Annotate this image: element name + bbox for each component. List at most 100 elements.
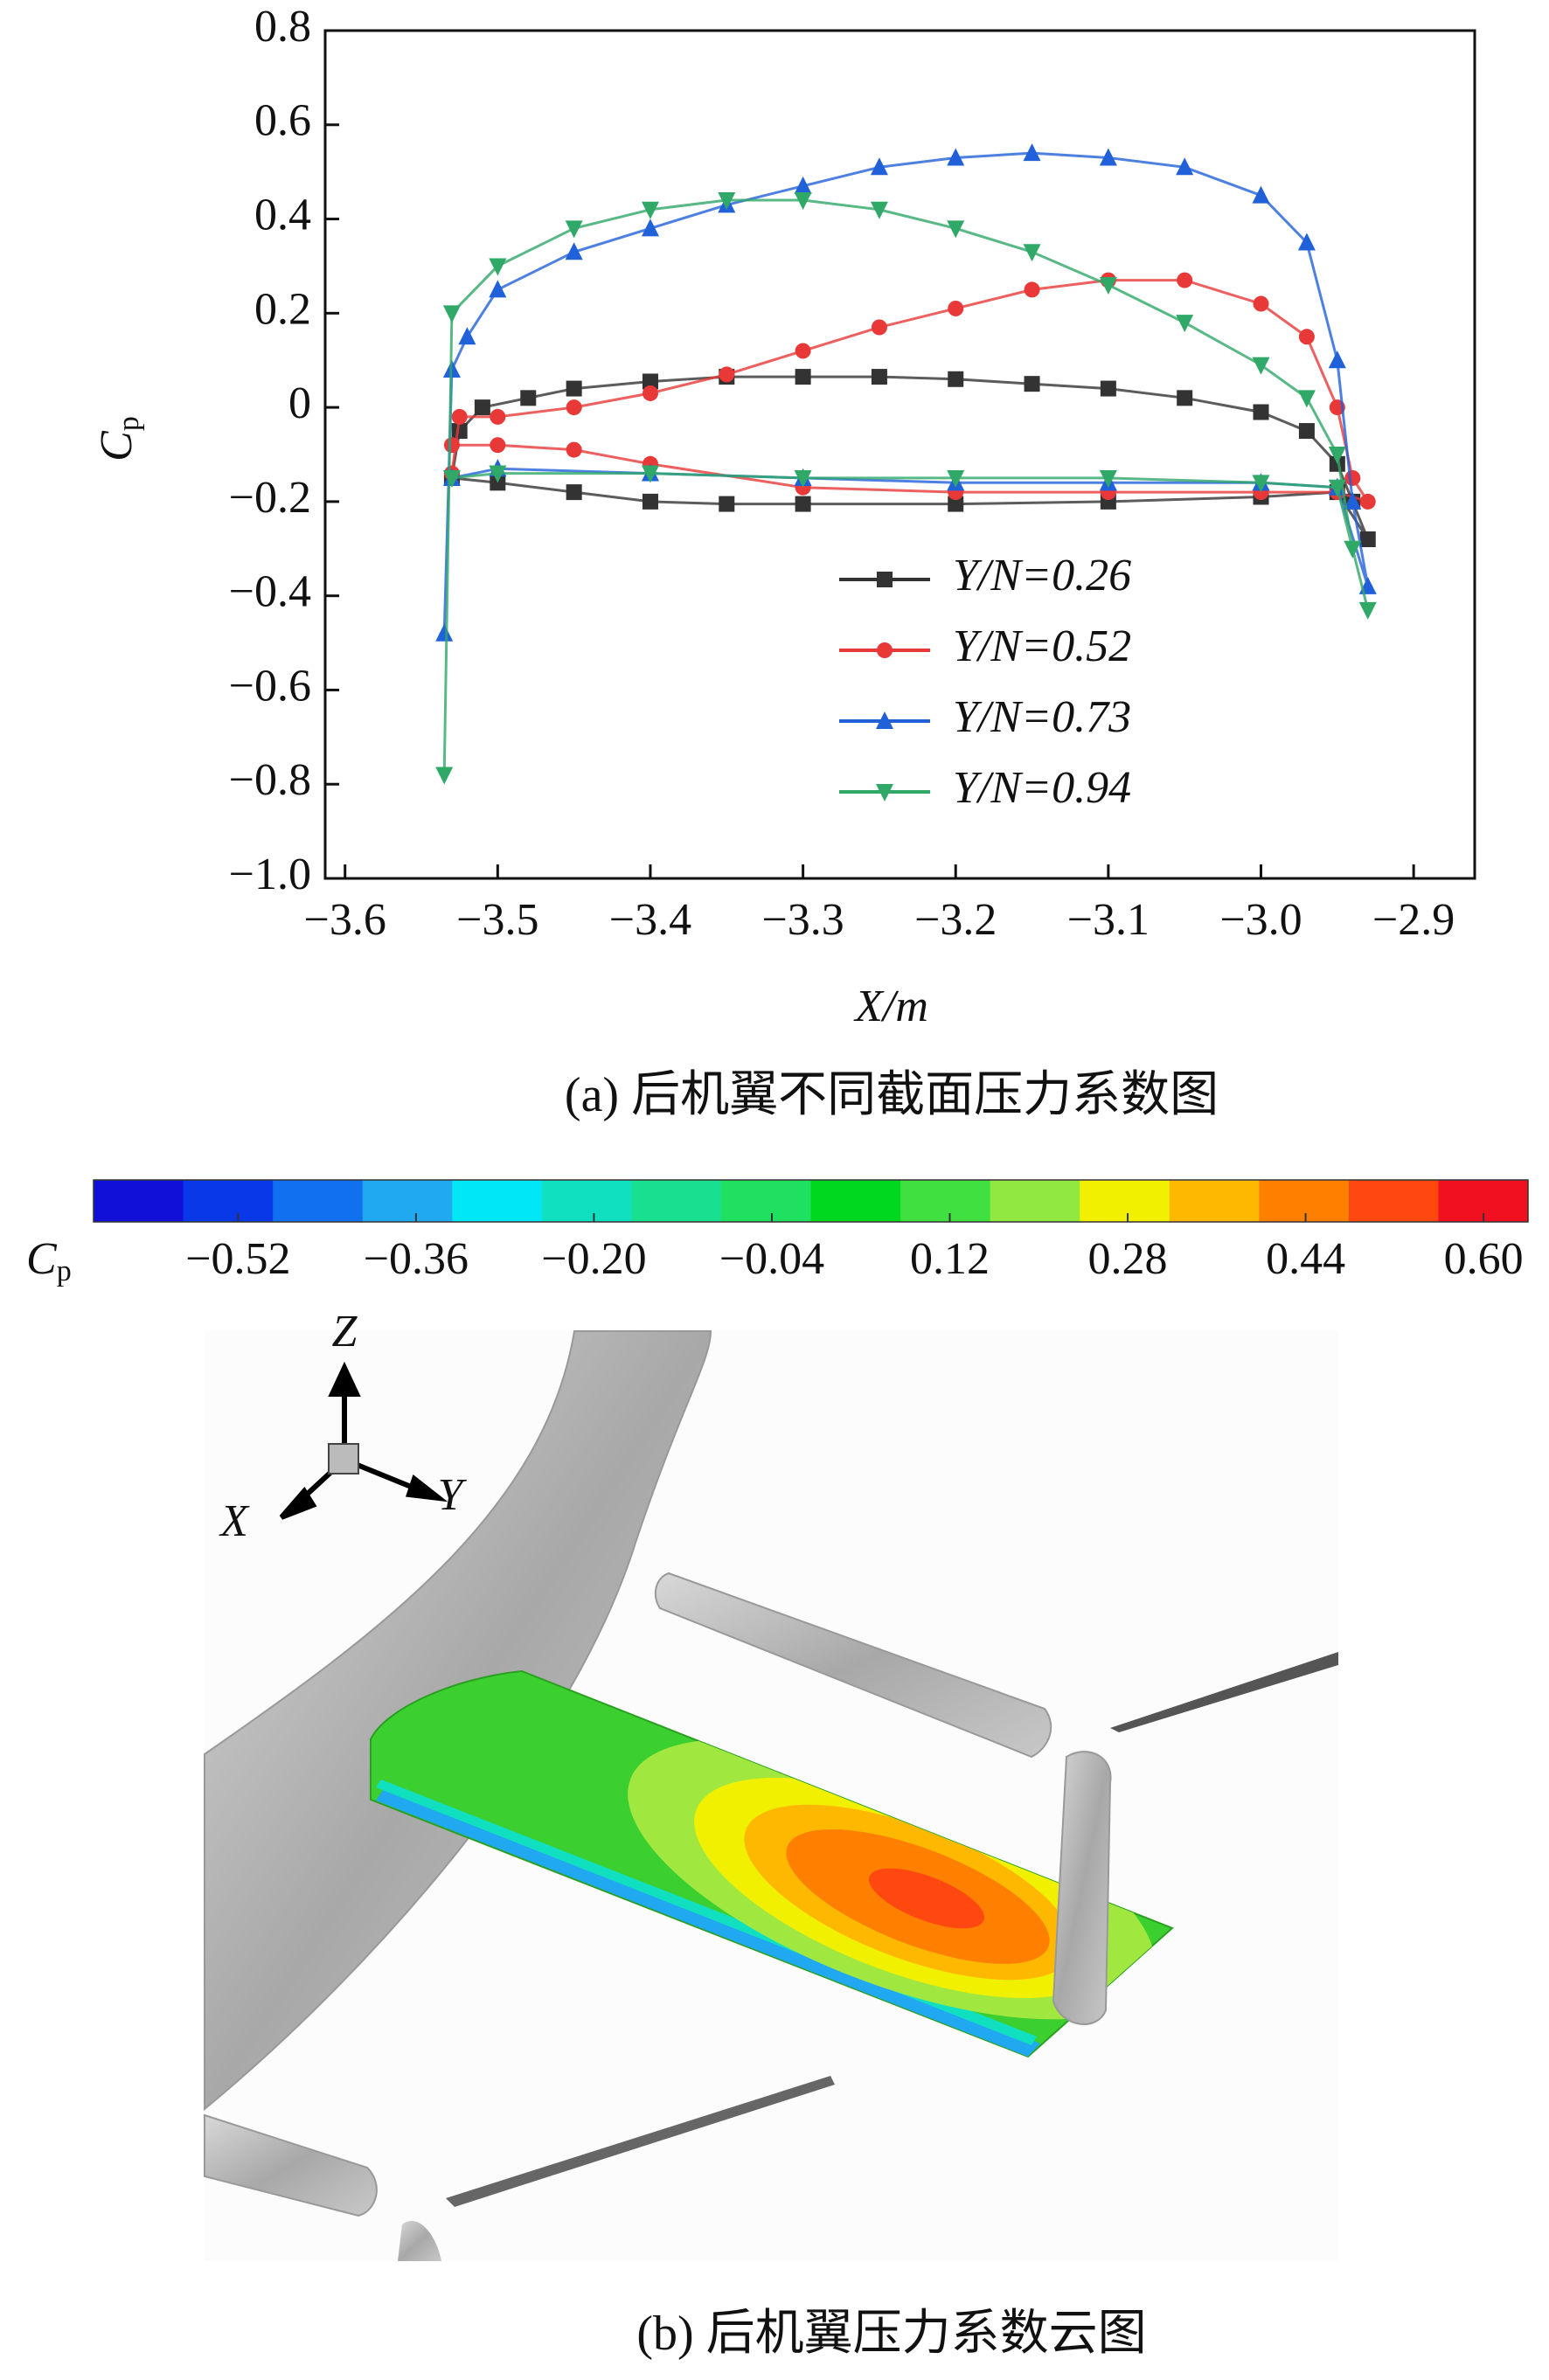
marker bbox=[435, 767, 454, 785]
contour-peak bbox=[869, 1868, 984, 1929]
x-tick-label: −3.2 bbox=[914, 895, 997, 945]
nacelle-vertical bbox=[1052, 1751, 1112, 2025]
triad-cube bbox=[328, 1443, 359, 1474]
legend-marker bbox=[877, 572, 893, 587]
colorbar-band bbox=[1348, 1180, 1439, 1222]
render-3d: Z X Y bbox=[204, 1307, 1338, 2261]
marker bbox=[443, 437, 460, 454]
legend-marker bbox=[877, 642, 893, 658]
marker bbox=[1344, 540, 1362, 559]
triad-z-head bbox=[328, 1361, 361, 1397]
legend-label: Y/N=0.73 bbox=[953, 692, 1131, 742]
marker bbox=[641, 219, 659, 237]
marker bbox=[566, 380, 582, 397]
series-line bbox=[450, 375, 1370, 540]
colorbar-band bbox=[273, 1180, 364, 1222]
axis-triad bbox=[279, 1361, 448, 1520]
marker bbox=[948, 371, 964, 387]
colorbar-label-symbol: C bbox=[26, 1234, 58, 1284]
marker bbox=[947, 220, 965, 239]
marker bbox=[795, 343, 811, 359]
series-line bbox=[442, 198, 1370, 775]
marker bbox=[1358, 601, 1377, 620]
colorbar-band bbox=[183, 1180, 274, 1222]
nacelle-lower bbox=[204, 2113, 378, 2217]
colorbar: −0.52 −0.36 −0.20 −0.04 0.12 0.28 0.44 0.60 bbox=[93, 1179, 1529, 1284]
marker bbox=[1176, 157, 1194, 176]
marker bbox=[1100, 380, 1116, 397]
contour-low bbox=[376, 1787, 1040, 2057]
marker bbox=[1344, 491, 1362, 510]
axis-label-z: Z bbox=[332, 1307, 358, 1357]
legend-label: Y/N=0.26 bbox=[953, 551, 1131, 600]
marker bbox=[1253, 404, 1269, 420]
marker bbox=[1176, 315, 1194, 333]
marker bbox=[718, 192, 736, 210]
colorbar-band bbox=[541, 1180, 632, 1222]
marker bbox=[795, 369, 811, 385]
marker bbox=[947, 148, 965, 166]
marker bbox=[1344, 469, 1361, 486]
marker bbox=[1359, 493, 1376, 510]
y-tick-label: −0.2 bbox=[229, 473, 311, 523]
x-tick-label: −3.4 bbox=[609, 895, 691, 945]
marker bbox=[1177, 390, 1193, 406]
marker bbox=[442, 305, 461, 323]
marker bbox=[795, 496, 811, 512]
legend-marker bbox=[876, 784, 893, 801]
series-line bbox=[450, 279, 1372, 504]
marker bbox=[566, 399, 582, 416]
y-tick-label: −0.6 bbox=[229, 661, 311, 711]
hub-lower bbox=[398, 2220, 441, 2261]
x-tick-label: −2.9 bbox=[1372, 895, 1455, 945]
y-tick-label: 0.4 bbox=[254, 190, 311, 239]
nacelle bbox=[654, 1572, 1052, 1759]
y-tick-label: −0.4 bbox=[229, 567, 311, 617]
x-axis-label: X/m bbox=[853, 982, 928, 1031]
colorbar-band bbox=[94, 1180, 184, 1222]
marker bbox=[1359, 531, 1376, 547]
marker bbox=[1328, 447, 1346, 464]
x-tick-label: −3.1 bbox=[1067, 895, 1150, 945]
marker bbox=[1099, 277, 1117, 295]
colorbar-tick-label: −0.20 bbox=[541, 1234, 646, 1284]
colorbar-tick-label: −0.52 bbox=[185, 1234, 290, 1284]
colorbar-band bbox=[720, 1180, 811, 1222]
marker bbox=[1099, 469, 1117, 488]
marker bbox=[871, 319, 887, 336]
colorbar-tick-label: 0.28 bbox=[1088, 1234, 1168, 1284]
marker bbox=[871, 369, 887, 385]
y-tick-label: −0.8 bbox=[229, 755, 311, 805]
x-tick-label: −3.0 bbox=[1219, 895, 1302, 945]
marker bbox=[1024, 376, 1040, 392]
marker bbox=[641, 201, 659, 219]
marker bbox=[1298, 423, 1315, 440]
marker bbox=[794, 192, 812, 210]
caption-b: (b) 后机翼压力系数云图 bbox=[636, 2307, 1146, 2361]
colorbar-band bbox=[362, 1180, 453, 1222]
colorbar-label: Cp bbox=[26, 1234, 72, 1287]
marker bbox=[451, 408, 468, 425]
marker bbox=[719, 496, 735, 512]
marker bbox=[1024, 281, 1040, 298]
marker bbox=[719, 366, 735, 383]
marker bbox=[1177, 272, 1193, 288]
colorbar-tick-label: 0.12 bbox=[910, 1234, 990, 1284]
marker bbox=[451, 423, 468, 440]
marker bbox=[870, 157, 888, 176]
marker bbox=[642, 385, 658, 401]
marker bbox=[474, 399, 490, 416]
marker bbox=[565, 242, 583, 260]
colorbar-band bbox=[990, 1180, 1080, 1222]
colorbar-tick-label: −0.36 bbox=[364, 1234, 469, 1284]
axis-label-y: Y bbox=[438, 1470, 468, 1520]
y-label-symbol: C bbox=[92, 430, 142, 461]
marker bbox=[489, 465, 507, 483]
marker bbox=[1328, 479, 1346, 497]
marker bbox=[458, 327, 476, 345]
y-tick-label: 0 bbox=[288, 378, 311, 428]
propeller-blade-lower bbox=[446, 2076, 835, 2207]
y-axis-label: Cp bbox=[92, 416, 145, 461]
legend-label: Y/N=0.52 bbox=[953, 621, 1131, 671]
